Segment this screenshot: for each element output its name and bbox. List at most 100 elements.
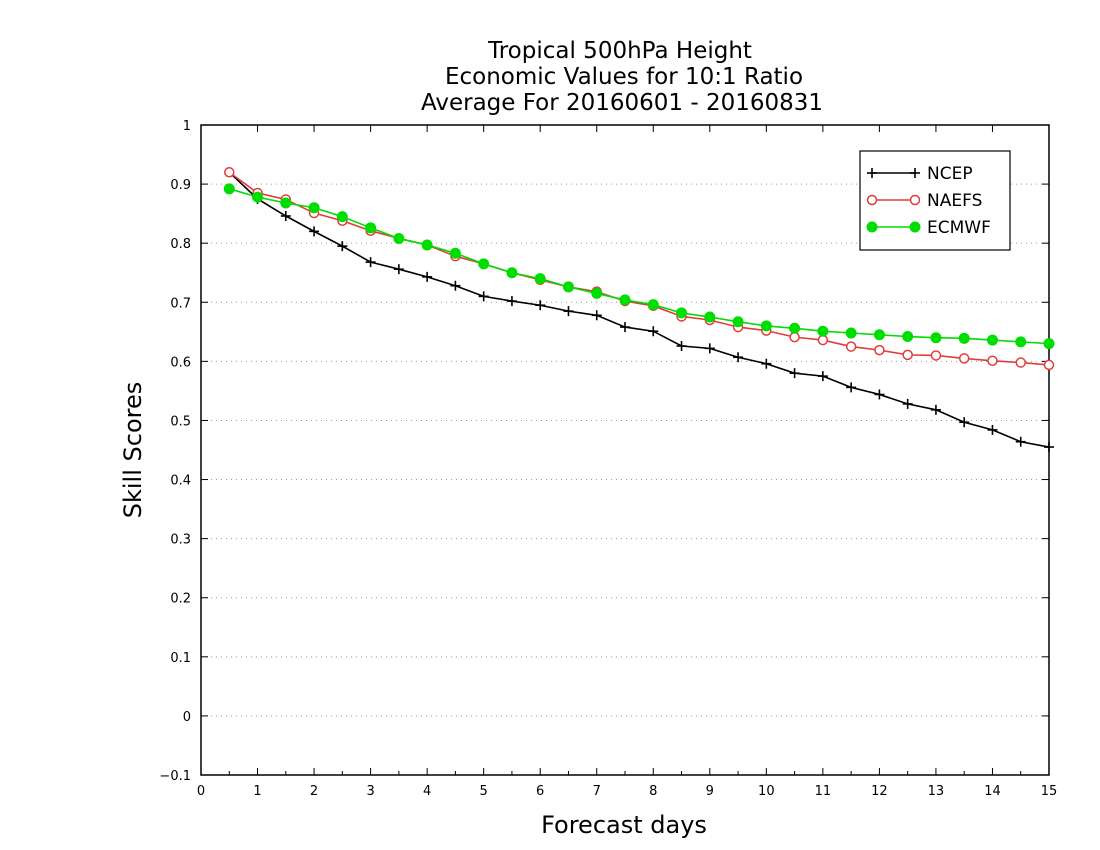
data-point-naefs (224, 167, 235, 178)
y-tick-label: 0.1 (170, 651, 191, 666)
data-point-ncep (648, 326, 659, 337)
data-point-ncep (478, 291, 489, 302)
x-tick-label: 12 (871, 784, 888, 799)
data-point-ecmwf (930, 332, 942, 344)
data-point-ncep (365, 257, 376, 268)
series-ecmwf (223, 183, 1055, 350)
y-tick-label: 0.6 (170, 355, 191, 370)
legend-label: NAEFS (927, 191, 982, 211)
data-point-ecmwf (647, 299, 659, 311)
data-point-naefs (958, 353, 970, 364)
data-point-ncep (393, 264, 404, 275)
data-point-ncep (733, 352, 744, 363)
x-tick-label: 11 (815, 784, 832, 799)
legend-item-ncep: NCEP (867, 164, 973, 184)
data-point-ecmwf (873, 329, 885, 341)
data-point-ncep (874, 389, 885, 400)
x-tick-label: 0 (197, 784, 205, 799)
data-point-ncep (422, 271, 433, 282)
y-tick-label: 0.9 (170, 178, 191, 193)
data-point-ncep (789, 368, 800, 379)
data-point-ncep (309, 226, 320, 237)
x-axis-label: Forecast days (541, 811, 707, 839)
legend-marker-end (909, 221, 921, 233)
data-point-ecmwf (760, 320, 772, 332)
data-point-ecmwf (478, 258, 490, 270)
data-point-ncep (280, 211, 291, 221)
series-ncep (224, 167, 1054, 453)
chart-title: Tropical 500hPa Height Economic Values f… (421, 38, 823, 116)
data-point-ecmwf (619, 294, 631, 306)
y-tick-label: 1 (183, 119, 191, 134)
data-point-ecmwf (562, 281, 574, 293)
title-line-2: Economic Values for 10:1 Ratio (445, 64, 803, 90)
data-point-ecmwf (421, 239, 433, 251)
data-point-naefs (902, 349, 913, 361)
legend-label: ECMWF (927, 218, 991, 238)
y-tick-label: 0.5 (170, 414, 191, 429)
x-tick-label: 2 (310, 784, 318, 799)
data-point-ncep (761, 358, 772, 369)
data-point-naefs (874, 344, 885, 356)
legend-marker-start (867, 168, 877, 178)
x-tick-label: 3 (366, 784, 374, 799)
x-tick-label: 7 (593, 784, 601, 799)
data-point-naefs (817, 334, 829, 346)
data-point-ncep (620, 322, 630, 333)
legend-marker-start (866, 221, 878, 233)
data-point-ncep (535, 300, 546, 311)
data-point-ecmwf (449, 247, 461, 259)
data-point-ncep (563, 306, 574, 317)
data-point-ecmwf (1043, 338, 1055, 350)
legend-label: NCEP (927, 164, 973, 184)
data-point-ncep (1044, 442, 1054, 453)
data-point-ecmwf (817, 325, 829, 337)
title-line-3: Average For 20160601 - 20160831 (421, 90, 823, 116)
data-point-ecmwf (958, 332, 970, 344)
x-tick-label: 1 (253, 784, 261, 799)
data-point-naefs (789, 331, 800, 343)
x-tick-label: 13 (928, 784, 945, 799)
data-point-ncep (337, 241, 348, 252)
data-point-ncep (506, 296, 517, 307)
y-axis-label: Skill Scores (119, 382, 147, 519)
y-tick-label: 0.8 (170, 237, 191, 252)
data-point-ncep (704, 343, 715, 354)
data-point-ecmwf (1015, 336, 1027, 348)
y-tick-label: 0 (183, 710, 191, 725)
data-point-ecmwf (534, 273, 546, 285)
legend-marker-start (866, 194, 878, 206)
data-point-ecmwf (365, 222, 377, 234)
data-point-ecmwf (591, 287, 603, 299)
data-point-ncep (676, 341, 687, 351)
data-point-ecmwf (789, 322, 801, 334)
data-point-ecmwf (902, 331, 914, 343)
data-point-ncep (846, 382, 857, 393)
data-point-ecmwf (252, 191, 264, 203)
y-tick-label: 0.7 (170, 296, 191, 311)
x-tick-label: 14 (984, 784, 1001, 799)
x-tick-label: 15 (1041, 784, 1058, 799)
data-point-naefs (930, 350, 942, 361)
data-point-ecmwf (732, 316, 744, 328)
data-point-ncep (450, 280, 461, 291)
data-point-ecmwf (280, 197, 292, 209)
data-point-naefs (1015, 357, 1026, 368)
axis-ticks: 0 1 2 3 4 5 6 7 8 9 10 11 12 13 14 15−0.100.10.20.30.40… (159, 119, 1057, 799)
data-point-ncep (930, 404, 941, 415)
data-point-ncep (987, 424, 998, 435)
series-line-ncep (228, 171, 1050, 448)
data-point-ncep (959, 417, 970, 428)
data-point-ecmwf (704, 311, 716, 323)
data-point-ecmwf (223, 183, 235, 195)
data-point-naefs (987, 355, 998, 367)
data-point-ncep (902, 398, 913, 409)
x-tick-label: 6 (536, 784, 544, 799)
legend-item-naefs: NAEFS (866, 191, 982, 211)
x-tick-label: 8 (649, 784, 657, 799)
data-point-ecmwf (336, 211, 348, 223)
data-point-naefs (1043, 359, 1055, 371)
x-tick-label: 9 (706, 784, 714, 799)
legend: NCEP NAEFS ECMWF (859, 150, 1011, 251)
